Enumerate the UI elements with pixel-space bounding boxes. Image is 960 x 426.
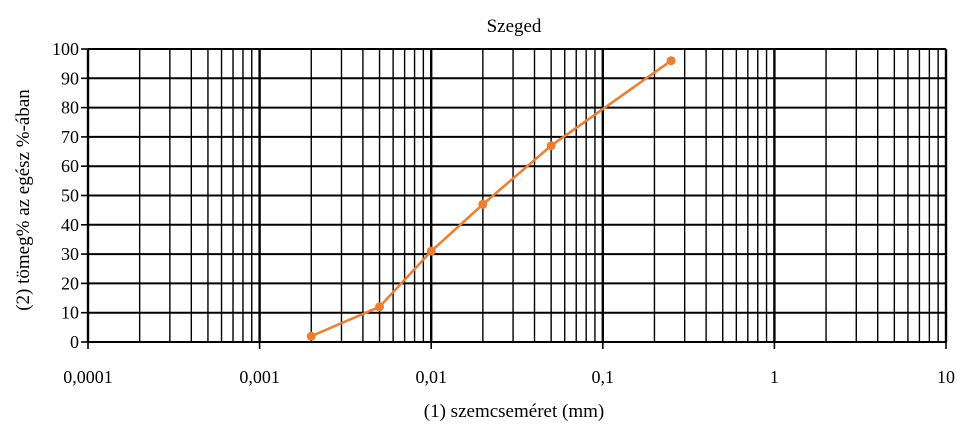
y-tick-label: 50: [61, 186, 79, 206]
series-line: [310, 59, 672, 338]
y-tick-label: 70: [61, 127, 79, 147]
y-tick-label: 0: [70, 332, 79, 352]
data-point: [306, 331, 316, 341]
chart-series: [306, 56, 676, 341]
x-tick-label: 10: [937, 367, 955, 387]
x-axis-label: (1) szemcseméret (mm): [424, 401, 604, 422]
chart-grid: [86, 48, 948, 343]
x-tick-label: 0,0001: [63, 367, 113, 387]
y-tick-label: 40: [61, 215, 79, 235]
data-point: [478, 199, 488, 209]
data-point: [375, 302, 385, 312]
x-tick-label: 0,01: [415, 367, 447, 387]
x-axis-ticks: 0,0001 0,001 0,01 0,1 1 10: [63, 342, 955, 387]
y-tick-label: 90: [61, 68, 79, 88]
chart-title: Szeged: [487, 16, 542, 37]
y-tick-label: 30: [61, 244, 79, 264]
y-tick-label: 20: [61, 273, 79, 293]
x-tick-label: 1: [770, 367, 779, 387]
y-tick-label: 10: [61, 303, 79, 323]
x-tick-label: 0,001: [239, 367, 280, 387]
y-tick-label: 100: [52, 39, 79, 59]
x-tick-label: 0,1: [592, 367, 615, 387]
y-axis-label: (2) tömeg% az egész %-ában: [13, 89, 34, 311]
y-axis-ticks: 0 10 20 30 40 50 60 70 80 90 100: [52, 39, 88, 352]
data-point: [666, 56, 676, 66]
y-tick-label: 80: [61, 98, 79, 118]
data-point: [546, 141, 556, 151]
data-point: [426, 246, 436, 256]
y-tick-label: 60: [61, 156, 79, 176]
